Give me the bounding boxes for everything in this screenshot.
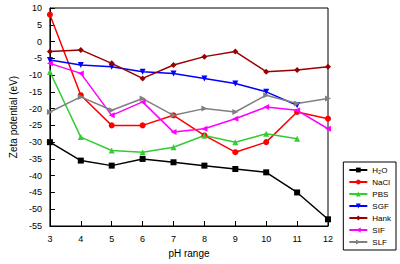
svg-text:-45: -45 — [29, 187, 42, 197]
svg-text:10: 10 — [32, 3, 42, 13]
svg-text:10: 10 — [261, 234, 271, 244]
svg-text:Hank: Hank — [372, 214, 392, 223]
svg-text:SLF: SLF — [372, 238, 387, 247]
svg-text:-30: -30 — [29, 137, 42, 147]
svg-text:-40: -40 — [29, 171, 42, 181]
svg-text:SGF: SGF — [372, 202, 389, 211]
svg-text:9: 9 — [233, 234, 238, 244]
svg-text:PBS: PBS — [372, 190, 388, 199]
svg-text:11: 11 — [292, 234, 301, 244]
svg-text:5: 5 — [109, 234, 114, 244]
svg-text:pH range: pH range — [168, 248, 210, 259]
svg-text:-35: -35 — [29, 154, 42, 164]
svg-text:Zeta potential (eV): Zeta potential (eV) — [8, 76, 19, 158]
svg-text:-50: -50 — [29, 204, 42, 214]
svg-text:SIF: SIF — [372, 226, 385, 235]
svg-text:8: 8 — [202, 234, 207, 244]
svg-text:12: 12 — [323, 234, 333, 244]
svg-text:-5: -5 — [34, 53, 42, 63]
svg-text:-55: -55 — [29, 221, 42, 231]
svg-text:-15: -15 — [29, 87, 42, 97]
svg-text:4: 4 — [78, 234, 83, 244]
svg-text:NaCl: NaCl — [372, 178, 390, 187]
svg-text:6: 6 — [140, 234, 145, 244]
svg-text:H₂O: H₂O — [372, 166, 387, 175]
svg-text:-10: -10 — [29, 70, 42, 80]
svg-text:-25: -25 — [29, 120, 42, 130]
svg-text:0: 0 — [37, 37, 42, 47]
svg-text:5: 5 — [37, 20, 42, 30]
svg-text:7: 7 — [171, 234, 176, 244]
svg-text:3: 3 — [47, 234, 52, 244]
svg-text:-20: -20 — [29, 104, 42, 114]
